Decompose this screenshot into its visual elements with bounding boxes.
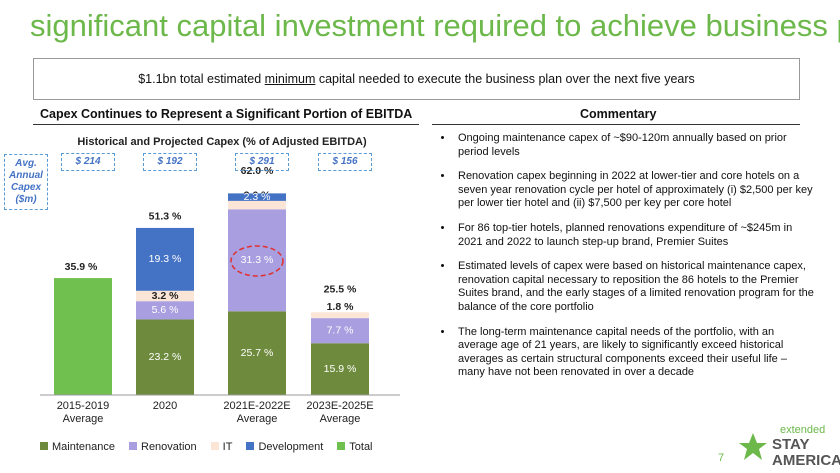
value-label: 23.2 %: [149, 351, 182, 363]
bullet: Renovation capex beginning in 2022 at lo…: [454, 170, 814, 211]
legend-item: Maintenance: [40, 441, 115, 453]
bullet: For 86 top-tier hotels, planned renovati…: [454, 222, 814, 249]
legend-swatch: [129, 442, 137, 450]
highlight-circle: [230, 245, 284, 277]
legend-item: Total: [337, 441, 373, 453]
legend-swatch: [337, 442, 346, 450]
total-label: 25.5 %: [324, 284, 357, 296]
banner: $1.1bn total estimated minimum capital n…: [33, 58, 800, 100]
bullet: The long-term maintenance capital needs …: [454, 326, 814, 380]
bar-segment: [311, 343, 369, 395]
legend-swatch: [40, 442, 48, 450]
legend-label: IT: [222, 441, 233, 453]
value-label: 2.3 %: [244, 191, 271, 203]
legend-label: Maintenance: [52, 441, 115, 453]
bar-segment: [136, 227, 194, 291]
value-label: 3.2 %: [152, 290, 180, 302]
value-label: 1.8 %: [327, 301, 355, 313]
value-label: 5.6 %: [152, 304, 179, 316]
bar-segment: [228, 209, 286, 312]
bullet: Ongoing maintenance capex of ~$90-120m a…: [454, 132, 814, 159]
legend-label: Total: [349, 441, 373, 453]
logo-text: extended: [780, 424, 826, 436]
total-label: 51.3 %: [149, 211, 182, 223]
avg-capex-value: $ 214: [61, 153, 115, 171]
bar-segment: [136, 319, 194, 395]
logo-text: STAY: [772, 436, 810, 453]
chart-subtitle: Historical and Projected Capex (% of Adj…: [77, 136, 367, 148]
avg-capex-label: Avg. Annual Capex ($m): [4, 154, 48, 210]
value-label: 25.7 %: [241, 347, 274, 359]
legend-item: Renovation: [129, 441, 197, 453]
logo-icon: [739, 433, 767, 460]
bar-segment: [136, 290, 194, 302]
legend-item: Development: [246, 441, 323, 453]
bar-segment: [136, 301, 194, 320]
x-tick-label: 2020: [152, 400, 178, 412]
bar-segment: [228, 311, 286, 395]
bar-segment: [311, 312, 369, 319]
value-label: 19.3 %: [149, 253, 182, 265]
legend: Maintenance Renovation IT Development Total: [40, 441, 373, 453]
x-tick-label: 2023E-2025E Average: [306, 400, 374, 425]
bar-segment: [311, 318, 369, 344]
left-heading: Capex Continues to Represent a Significa…: [40, 107, 413, 121]
value-label: 7.7 %: [327, 324, 354, 336]
legend-label: Development: [258, 441, 324, 453]
legend-item: IT: [210, 441, 233, 453]
title: significant capital investment required …: [30, 8, 840, 43]
value-label: 15.9 %: [324, 363, 357, 375]
legend-swatch: [210, 442, 219, 450]
value-label: 31.3 %: [241, 254, 274, 266]
logo-text: AMERICA: [772, 452, 840, 469]
rule: [432, 124, 800, 125]
legend-label: Renovation: [141, 441, 197, 453]
commentary: Ongoing maintenance capex of ~$90-120m a…: [432, 132, 814, 391]
x-tick-label: 2015-2019 Average: [56, 400, 110, 425]
right-heading: Commentary: [580, 107, 657, 121]
banner-text: $1.1bn total estimated: [138, 72, 265, 86]
bullet: Estimated levels of capex were based on …: [454, 260, 814, 314]
x-tick-label: 2021E-2022E Average: [223, 400, 291, 425]
avg-capex-value: $ 192: [143, 153, 197, 171]
bar-segment: [228, 200, 286, 210]
rule: [33, 124, 419, 125]
page-number: 7: [718, 452, 725, 464]
banner-text: capital needed to execute the business p…: [315, 72, 695, 86]
bar-segment: [228, 193, 286, 201]
total-label: 35.9 %: [65, 261, 98, 273]
banner-emphasis: minimum: [264, 72, 316, 86]
bar-segment: [54, 278, 112, 395]
legend-swatch: [246, 442, 255, 450]
avg-capex-value: $ 291: [235, 153, 289, 171]
avg-capex-value: $ 156: [318, 153, 372, 171]
